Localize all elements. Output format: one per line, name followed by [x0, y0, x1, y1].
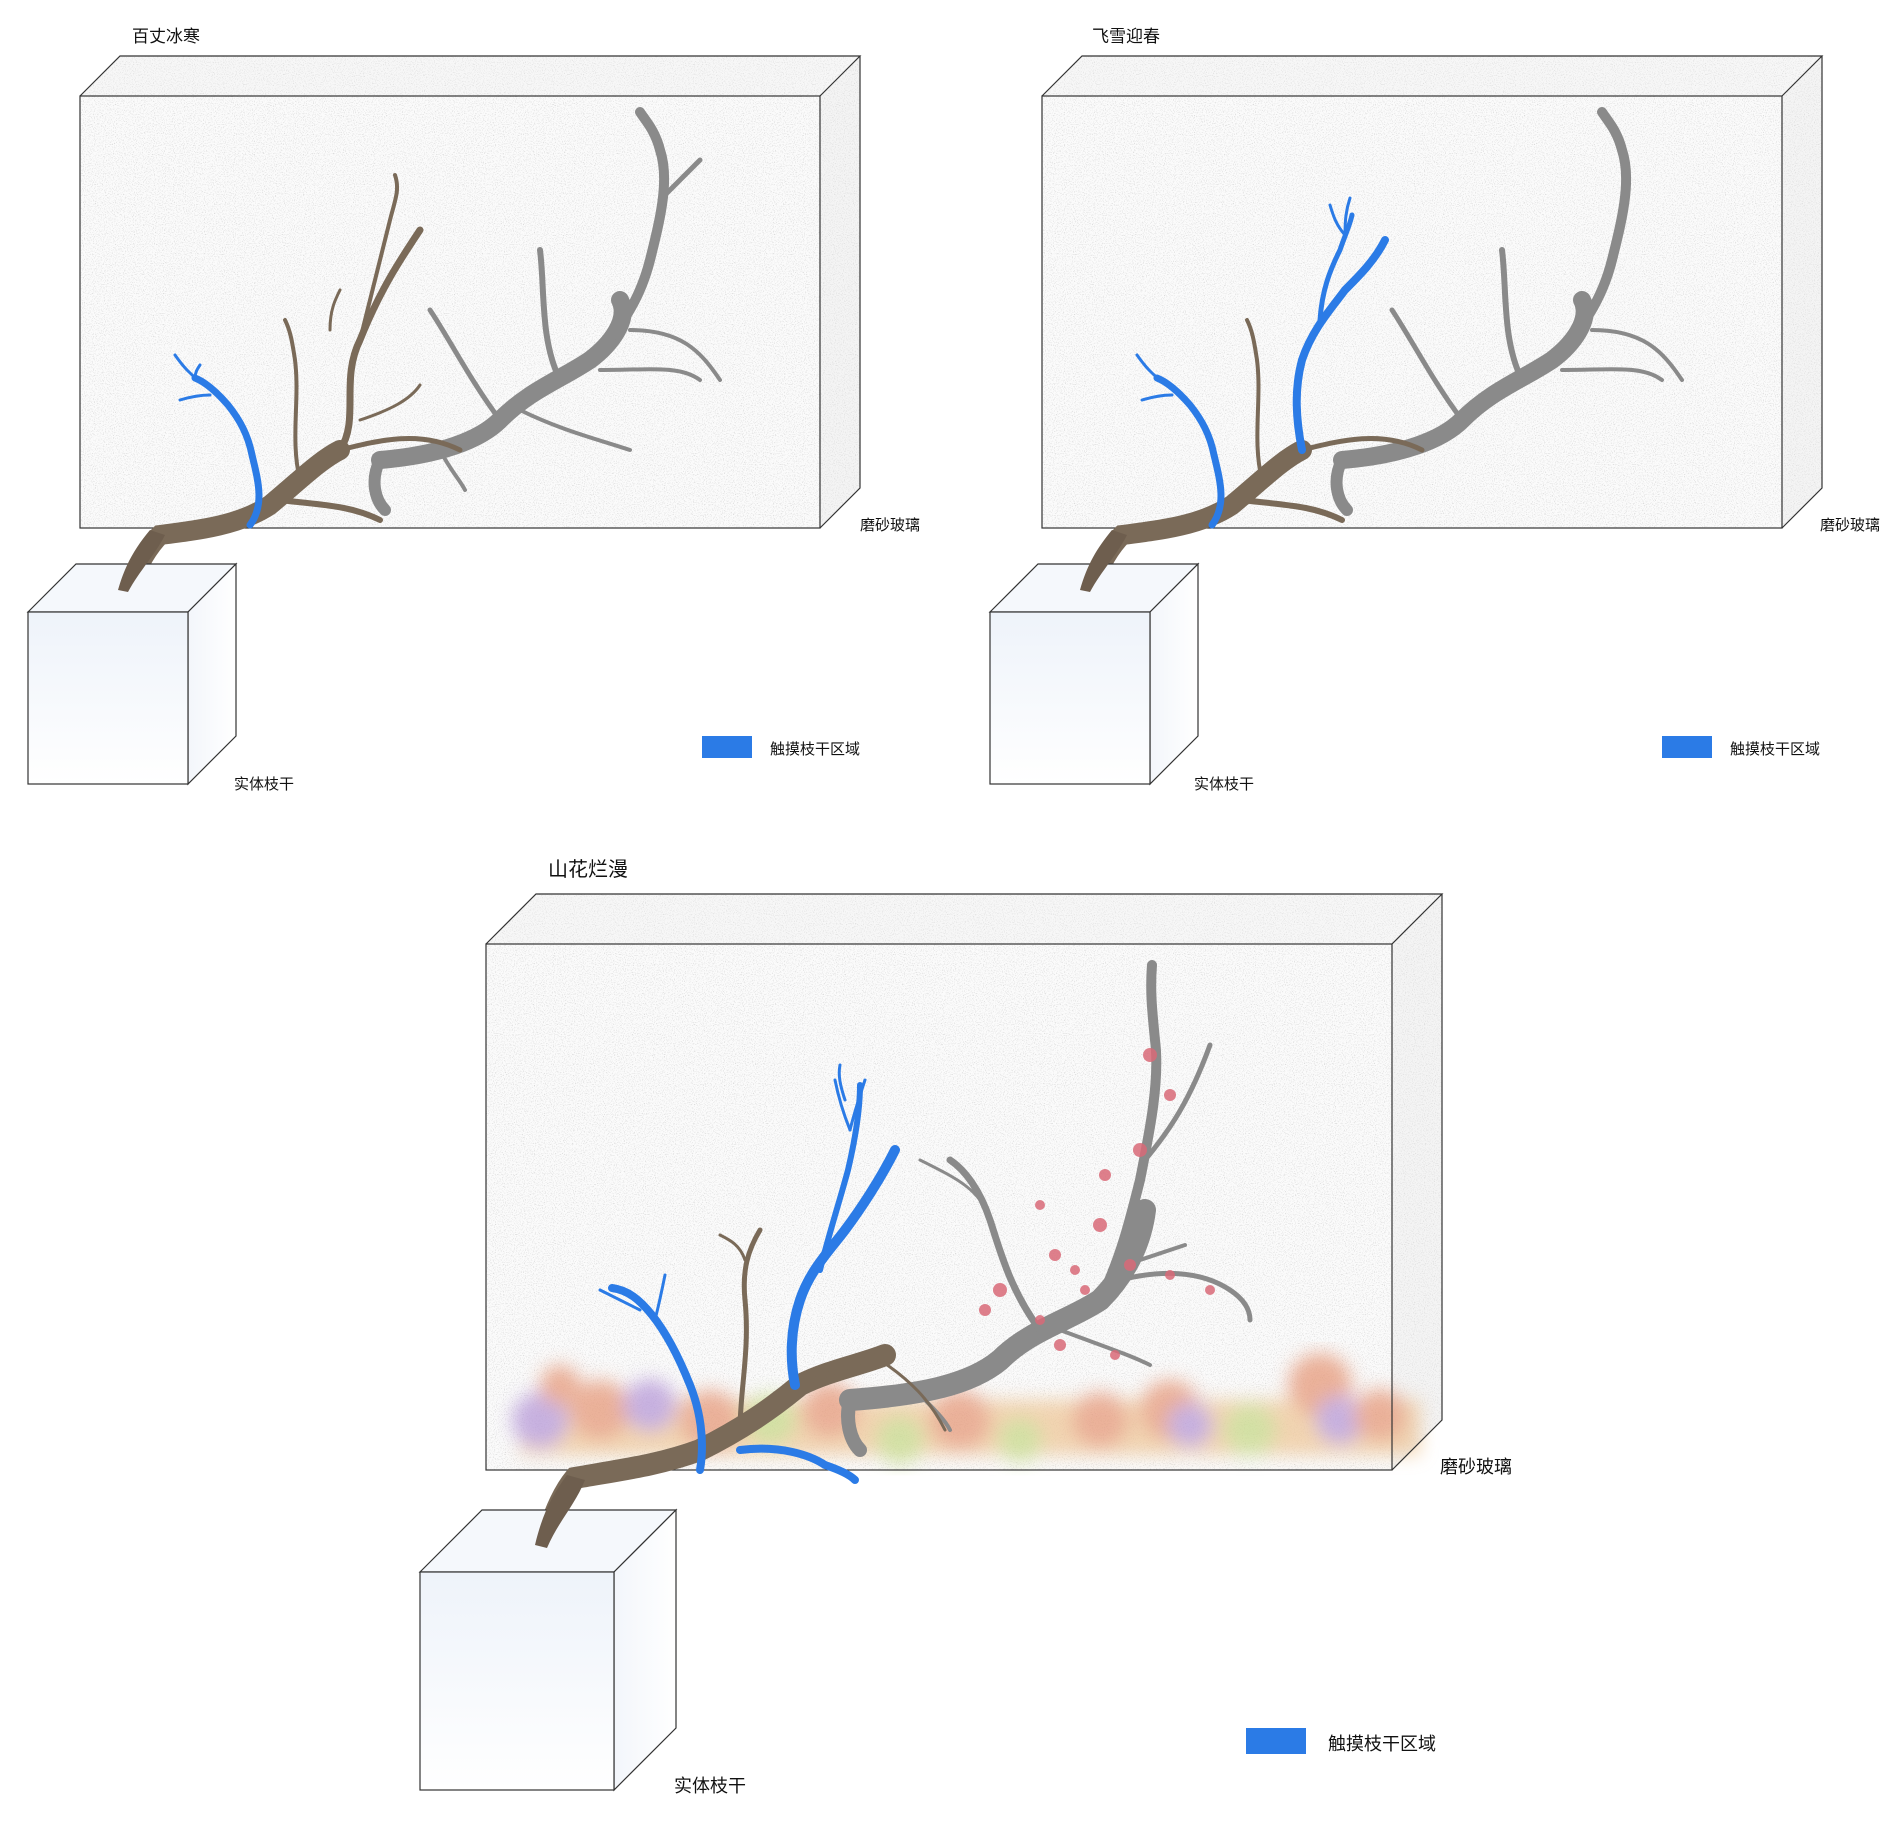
panel-3-base-label: 实体枝干: [674, 1776, 746, 1797]
panel-2-title: 飞雪迎春: [1092, 27, 1160, 47]
panel-3-legend-swatch: [1246, 1728, 1306, 1754]
panel-1-legend-swatch: [702, 736, 752, 758]
blossoms: [979, 1048, 1215, 1360]
panel-3-title: 山花烂漫: [548, 857, 628, 881]
panel-1: [26, 55, 862, 786]
frosted-glass-box: [79, 55, 862, 529]
frosted-glass-box: [1041, 55, 1824, 529]
panel-1-base-label: 实体枝干: [234, 775, 295, 793]
branch-trunk-end: [535, 1475, 585, 1548]
panel-1-title: 百丈冰寒: [132, 27, 200, 47]
solid-base-cube: [26, 562, 238, 786]
frosted-glass-box: [486, 894, 1442, 1470]
panel-1-legend-label: 触摸枝干区域: [770, 740, 861, 758]
panel-3: [418, 893, 1444, 1792]
touch-area-branch: [173, 353, 263, 529]
touch-area-branch: [1135, 196, 1389, 529]
panel-2: [988, 55, 1824, 786]
branch-trunk-end: [118, 530, 165, 592]
touch-area-branch: [598, 1063, 900, 1484]
branch-trunk-end: [1080, 530, 1127, 592]
flower-bed: [512, 1353, 1420, 1464]
panel-2-glass-label: 磨砂玻璃: [1820, 516, 1881, 534]
solid-base-cube: [988, 562, 1200, 786]
glass-box-outline: [485, 893, 1444, 1471]
panel-2-legend-swatch: [1662, 736, 1712, 758]
panel-2-legend-label: 触摸枝干区域: [1730, 740, 1821, 758]
panel-3-glass-label: 磨砂玻璃: [1440, 1457, 1512, 1478]
branch-shadow: [368, 107, 722, 516]
panel-3-legend-label: 触摸枝干区域: [1328, 1734, 1436, 1755]
solid-base-cube: [418, 1508, 678, 1792]
panel-2-base-label: 实体枝干: [1194, 775, 1255, 793]
panel-1-glass-label: 磨砂玻璃: [860, 516, 921, 534]
branch-shadow: [1330, 107, 1684, 516]
